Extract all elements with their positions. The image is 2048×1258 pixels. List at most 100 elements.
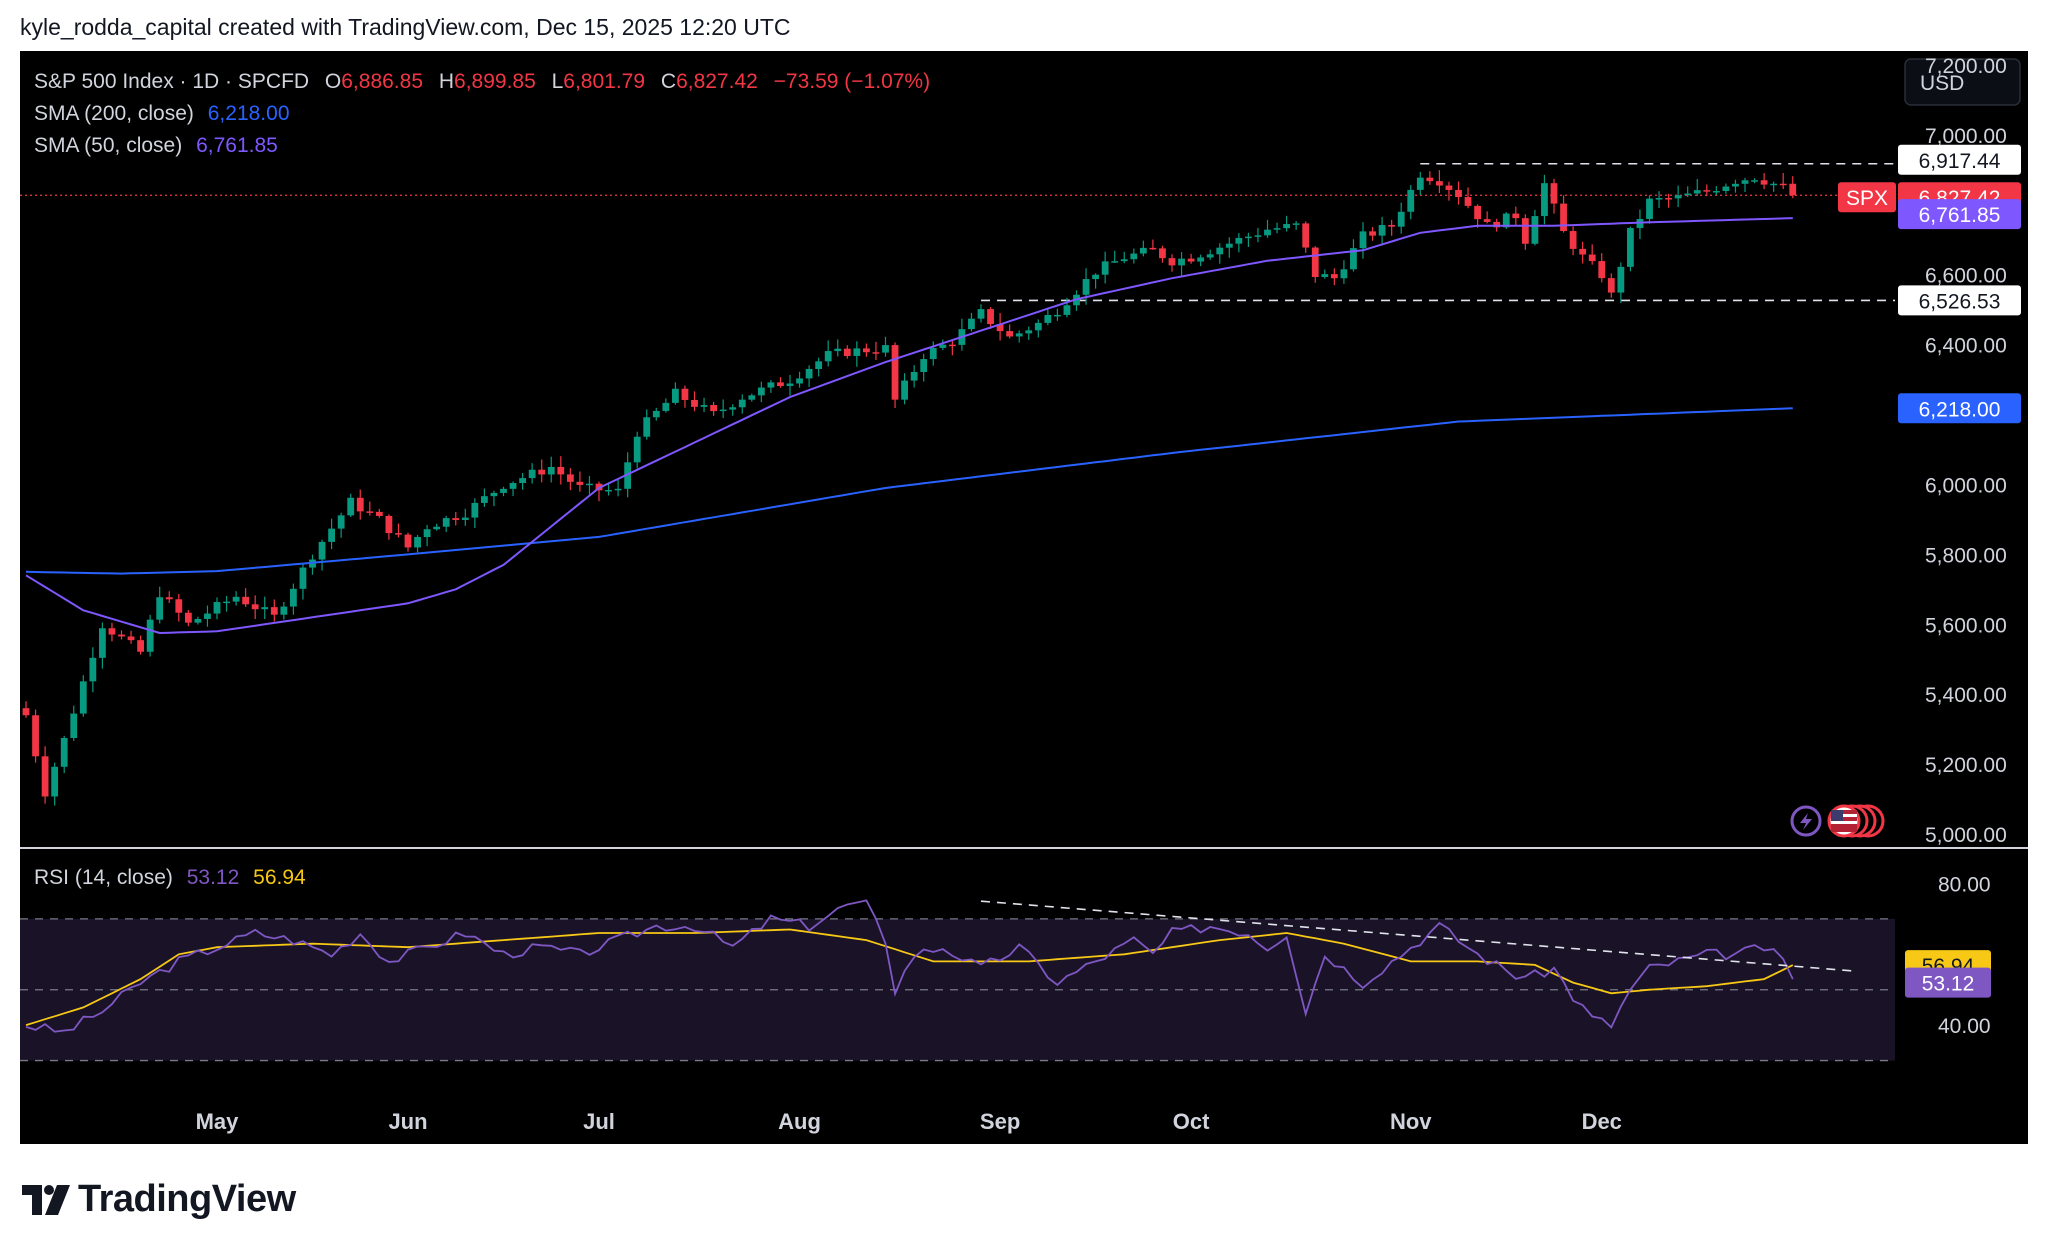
rsi-axis[interactable]: 80.00 40.00 <box>1938 873 1991 1038</box>
price-axis[interactable]: 7,200.00 7,000.00 6,600.00 6,400.00 6,000.00… <box>1925 55 2007 847</box>
rsi-legend[interactable]: RSI (14, close) 53.12 56.94 <box>34 866 306 889</box>
candle-body <box>1025 330 1033 334</box>
candle-body <box>1015 333 1023 337</box>
candle-body <box>853 348 861 356</box>
candle-body <box>1216 247 1224 255</box>
price-tick-label: 5,400.00 <box>1925 684 2007 707</box>
candle-body <box>1464 197 1472 206</box>
candle-body <box>1044 314 1052 323</box>
candle-body <box>1139 247 1147 254</box>
legend-sma50-label: SMA (50, close) <box>34 134 182 157</box>
candle-body <box>1283 224 1290 229</box>
candle-body <box>204 613 211 619</box>
rsi-trendline <box>980 900 1853 972</box>
candle-body <box>710 405 717 412</box>
tradingview-logo[interactable]: TradingView <box>22 1178 296 1221</box>
currency-button[interactable]: USD <box>1904 58 2021 106</box>
price-tick-label: 5,000.00 <box>1925 824 2007 847</box>
candle-body <box>1693 190 1701 194</box>
price-tick-label: 7,200.00 <box>1925 55 2007 78</box>
moving-average-lines <box>25 217 1793 635</box>
candle-body <box>461 517 469 521</box>
candle-body <box>757 387 765 396</box>
candle-body <box>748 395 756 400</box>
legend-h-value: 6,899.85 <box>454 70 536 93</box>
legend-sma50[interactable]: SMA (50, close) 6,761.85 <box>34 134 278 157</box>
chart-canvas[interactable]: S&P 500 Index · 1D · SPCFD O6,886.85 H6,… <box>20 51 2028 1144</box>
candle-body <box>1684 193 1692 196</box>
candle-body <box>1779 183 1787 186</box>
candle-body <box>1588 254 1596 262</box>
candle-body <box>1159 248 1166 259</box>
chart-panel[interactable]: S&P 500 Index · 1D · SPCFD O6,886.85 H6,… <box>20 51 2028 1144</box>
candle-body <box>1483 219 1491 222</box>
candle-body <box>1264 229 1271 236</box>
rsi-badge-label: 53.12 <box>1922 973 1975 996</box>
candle-body <box>977 309 985 319</box>
price-tick-label: 5,800.00 <box>1925 544 2007 567</box>
sma200-badge-label: 6,218.00 <box>1919 398 2001 421</box>
candle-body <box>1225 243 1233 248</box>
candle-body <box>1397 211 1405 227</box>
candle-body <box>519 478 526 484</box>
candle-body <box>939 344 947 348</box>
candle-body <box>366 511 374 513</box>
candle-body <box>1579 248 1587 255</box>
candle-body <box>1120 259 1128 262</box>
candle-body <box>882 345 889 353</box>
candle-body <box>1655 198 1663 200</box>
candle-body <box>1560 203 1567 232</box>
candle-body <box>1063 305 1071 315</box>
candle-body <box>1703 190 1711 192</box>
candle-body <box>1512 213 1520 219</box>
support-resistance-lines <box>20 162 1895 302</box>
candle-body <box>681 388 689 400</box>
candle-body <box>1245 236 1252 239</box>
candle-body <box>1330 274 1338 279</box>
candle-body <box>948 344 956 347</box>
candle-body <box>175 599 183 613</box>
legend-l-label: L <box>552 70 564 93</box>
candle-body <box>490 492 498 497</box>
economic-events-icon[interactable] <box>1790 804 1885 838</box>
candle-body <box>127 636 135 641</box>
time-tick-label: Sep <box>980 1109 1020 1134</box>
candle-body <box>1235 237 1243 244</box>
time-axis[interactable]: May Jun Jul Aug Sep Oct Nov Dec <box>196 1109 1622 1134</box>
spx-tag-badge-label: SPX <box>1846 187 1888 210</box>
candle-body <box>1541 183 1548 217</box>
legend-sma200[interactable]: SMA (200, close) 6,218.00 <box>34 102 290 125</box>
candle-body <box>356 497 364 512</box>
spx-tag-badge <box>1838 182 1896 213</box>
legend-sma200-label: SMA (200, close) <box>34 102 194 125</box>
candle-body <box>652 410 660 418</box>
candle-body <box>1034 322 1042 331</box>
legend-symbol: S&P 500 Index · 1D · SPCFD <box>34 70 309 93</box>
candle-body <box>1502 213 1510 228</box>
price-tick-label: 5,200.00 <box>1925 754 2007 777</box>
candle-body <box>22 708 30 716</box>
candle-body <box>1569 231 1577 249</box>
candle-body <box>1311 247 1319 277</box>
candle-body <box>643 417 651 437</box>
candle-body <box>137 640 144 652</box>
candle-body <box>32 715 39 757</box>
candle-body <box>251 604 259 610</box>
candle-body <box>1006 331 1014 337</box>
candle-body <box>1474 205 1481 220</box>
candle-body <box>184 612 192 623</box>
candle-body <box>1770 183 1778 186</box>
candle-body <box>395 533 402 535</box>
sma50-badge <box>1898 199 2021 230</box>
candle-body <box>481 496 488 503</box>
candle-body <box>1378 225 1386 236</box>
legend-c-label: C <box>661 70 676 93</box>
candle-body <box>1445 185 1453 190</box>
legend-change: −73.59 (−1.07%) <box>774 70 930 93</box>
candle-body <box>996 324 1004 332</box>
candle-body <box>1531 216 1539 244</box>
candle-body <box>586 483 593 486</box>
rsi-line <box>25 899 1794 1033</box>
candle-body <box>1760 180 1768 185</box>
candle-body <box>1627 228 1634 267</box>
